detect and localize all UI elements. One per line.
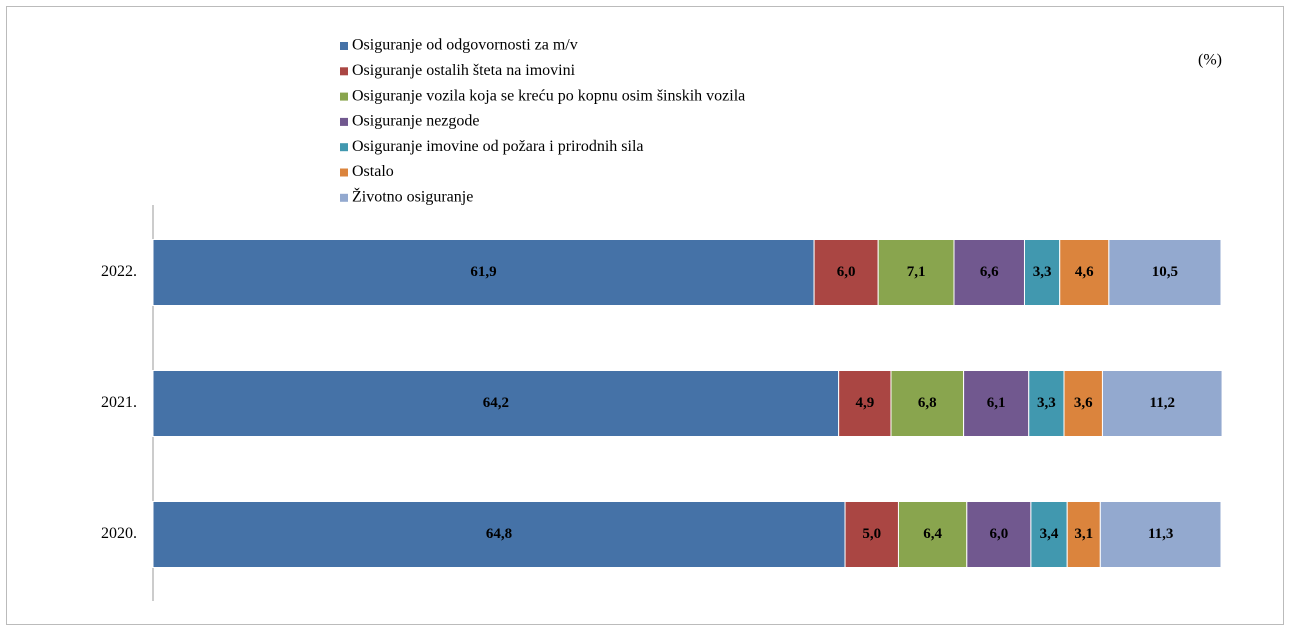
bar-segment <box>152 370 840 437</box>
bar-segment <box>1030 501 1068 568</box>
legend-swatch <box>340 143 348 152</box>
bar-segment <box>890 370 965 437</box>
data-label: 3,3 <box>1037 395 1056 411</box>
y-tick-label: 2020. <box>101 525 137 542</box>
data-label: 4,6 <box>1075 264 1094 280</box>
data-label: 6,6 <box>980 264 999 280</box>
legend-label: Životno osiguranje <box>352 186 473 205</box>
legend-swatch <box>340 42 348 50</box>
legend-swatch <box>340 67 348 76</box>
bar-segment <box>1023 239 1061 306</box>
data-label: 6,0 <box>989 526 1008 542</box>
bar-segment <box>1066 501 1101 568</box>
data-label: 6,0 <box>837 264 856 280</box>
bar-segment <box>966 501 1032 568</box>
data-label: 64,8 <box>486 526 512 542</box>
data-label: 3,6 <box>1074 395 1093 411</box>
legend-swatch <box>340 117 348 126</box>
bar-segment <box>1063 370 1103 437</box>
data-label: 10,5 <box>1152 264 1178 280</box>
bar-segment <box>963 370 1030 437</box>
bar-segment <box>1108 239 1222 306</box>
bar-segment <box>152 501 846 568</box>
legend-label: Osiguranje imovine od požara i prirodnih… <box>352 138 643 155</box>
data-label: 6,8 <box>918 395 937 411</box>
bar-segment <box>152 239 815 306</box>
legend-label: Osiguranje vozila koja se kreću po kopnu… <box>352 87 745 104</box>
data-label: 11,2 <box>1150 395 1175 411</box>
legend-label: Osiguranje ostalih šteta na imovini <box>352 62 576 79</box>
data-label: 6,1 <box>987 395 1006 411</box>
data-label: 61,9 <box>470 264 496 280</box>
bar-segment <box>813 239 879 306</box>
unit-label: (%) <box>1198 52 1222 69</box>
legend-label: Ostalo <box>352 163 394 180</box>
bar-segment <box>1101 370 1223 437</box>
y-tick-label: 2021. <box>101 394 137 411</box>
data-label: 7,1 <box>907 264 926 280</box>
legend-swatch <box>340 168 348 177</box>
legend-swatch <box>340 193 348 202</box>
legend-label: Osiguranje nezgode <box>352 113 480 130</box>
data-label: 64,2 <box>483 395 509 411</box>
legend-label: Osiguranje od odgovornosti za m/v <box>352 37 578 54</box>
data-label: 6,4 <box>923 526 942 542</box>
data-label: 3,3 <box>1033 264 1052 280</box>
bar-segment <box>844 501 899 568</box>
bar-segment <box>838 370 892 437</box>
legend-swatch <box>340 92 348 101</box>
data-label: 3,4 <box>1040 526 1059 542</box>
bar-segment <box>1028 370 1065 437</box>
y-tick-label: 2022. <box>101 263 137 280</box>
data-label: 3,1 <box>1074 526 1093 542</box>
data-label: 11,3 <box>1148 526 1173 542</box>
bar-segment <box>1099 501 1222 568</box>
data-label: 4,9 <box>855 395 874 411</box>
data-label: 5,0 <box>862 526 881 542</box>
bar-segment <box>897 501 968 568</box>
